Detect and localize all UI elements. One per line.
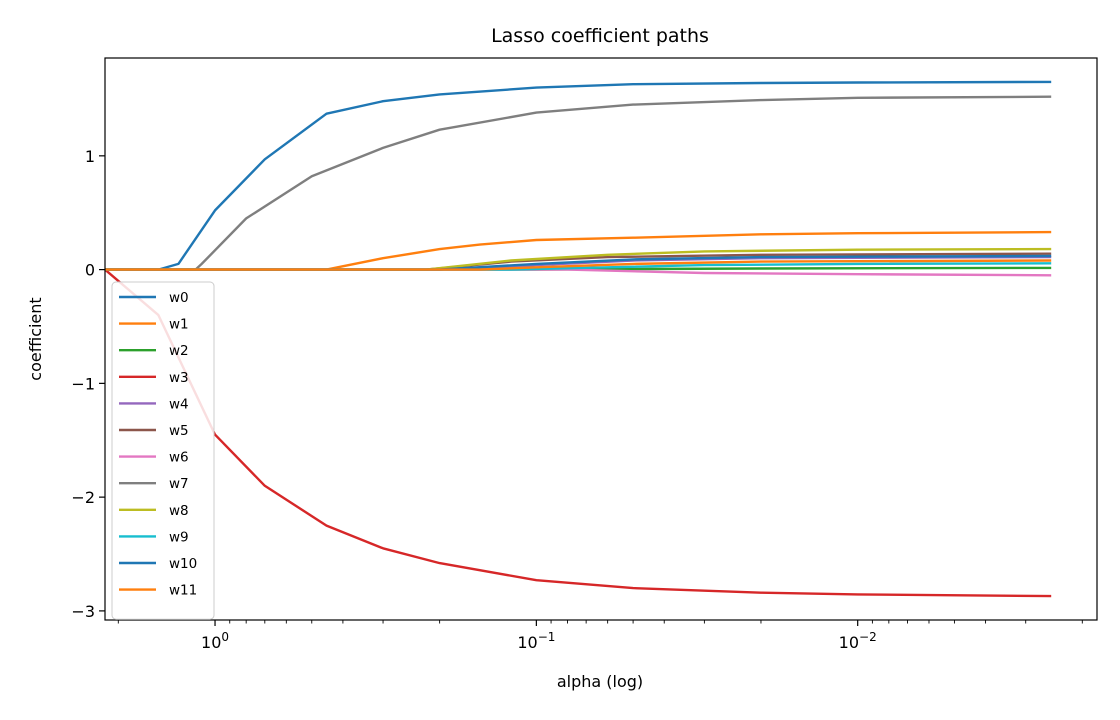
legend-label-w2: w2: [169, 343, 189, 359]
legend-box: [111, 281, 215, 620]
legend-label-w10: w10: [169, 556, 197, 572]
axes-frame: [104, 57, 1098, 621]
series-line-w0: [105, 80, 1052, 271]
legend-label-w1: w1: [169, 317, 189, 333]
x-tick-label: 10−1: [517, 630, 555, 652]
y-tick-label: 0: [85, 261, 95, 280]
legend-label-w7: w7: [169, 476, 189, 492]
legend: w0 w1 w2 w3 w4 w5 w6 w7 w8 w9 w10 w11: [111, 281, 215, 620]
chart-title: Lasso coefficient paths: [491, 25, 709, 47]
series-line-w11: [105, 259, 1052, 271]
x-axis-label: alpha (log): [557, 672, 643, 691]
legend-label-w9: w9: [169, 529, 189, 545]
y-tick-label: −3: [71, 602, 95, 621]
legend-label-w5: w5: [169, 423, 189, 439]
legend-label-w8: w8: [169, 503, 189, 519]
legend-label-w0: w0: [169, 290, 189, 306]
y-tick-label: −1: [71, 374, 95, 393]
y-tick-label: 1: [85, 147, 95, 166]
plot-area: [104, 80, 1052, 598]
legend-label-w11: w11: [169, 583, 197, 599]
y-axis-label: coefficient: [26, 297, 45, 380]
x-tick-label: 10−2: [839, 630, 877, 652]
legend-label-w6: w6: [169, 450, 189, 466]
legend-label-w3: w3: [169, 370, 189, 386]
series-line-w1: [105, 230, 1052, 271]
series-line-w7: [105, 95, 1052, 271]
x-tick-label: 100: [201, 630, 229, 652]
y-tick-label: −2: [71, 488, 95, 507]
legend-label-w4: w4: [169, 396, 189, 412]
